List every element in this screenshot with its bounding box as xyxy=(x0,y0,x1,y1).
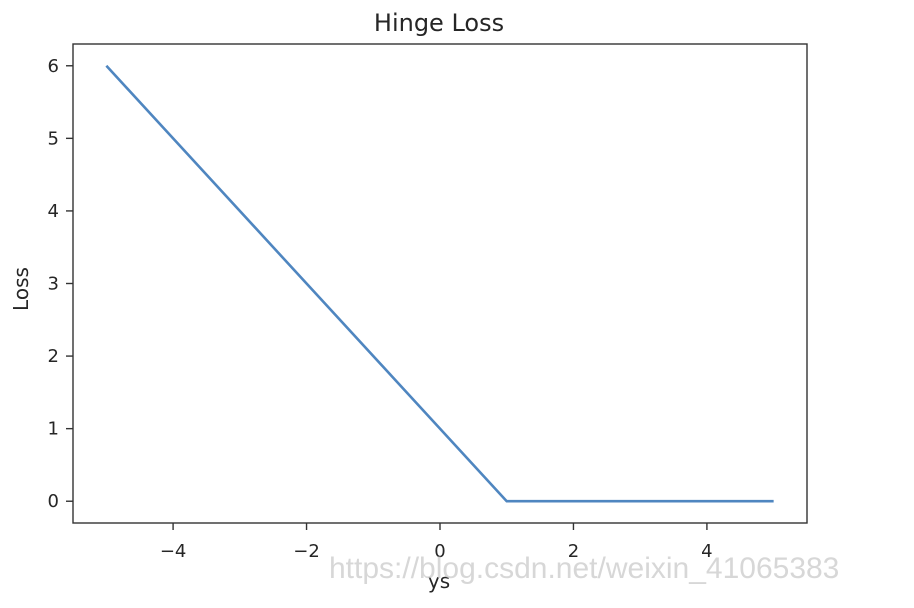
series-layer xyxy=(105,64,774,503)
x-tick-label: −4 xyxy=(160,541,187,562)
x-tick-label: −2 xyxy=(293,541,320,562)
x-tick-label: 0 xyxy=(434,541,445,562)
y-tick-label: 6 xyxy=(48,56,59,77)
y-tick-label: 5 xyxy=(48,128,59,149)
y-tick-label: 3 xyxy=(48,274,59,295)
chart-title: Hinge Loss xyxy=(374,9,504,37)
y-axis-ticks: 0 1 2 3 4 5 6 xyxy=(48,56,73,512)
series-line-0 xyxy=(105,64,774,503)
y-tick-label: 1 xyxy=(48,419,59,440)
watermark: https://blog.csdn.net/weixin_41065383 xyxy=(329,552,839,585)
y-tick-label: 0 xyxy=(48,491,59,512)
x-axis-ticks: −4 −2 0 2 4 xyxy=(160,523,713,562)
x-axis-label: ys xyxy=(428,569,450,593)
x-tick-label: 2 xyxy=(568,541,579,562)
y-axis-label: Loss xyxy=(9,267,33,311)
y-tick-label: 2 xyxy=(48,346,59,367)
y-tick-label: 4 xyxy=(48,201,59,222)
x-tick-label: 4 xyxy=(701,541,712,562)
